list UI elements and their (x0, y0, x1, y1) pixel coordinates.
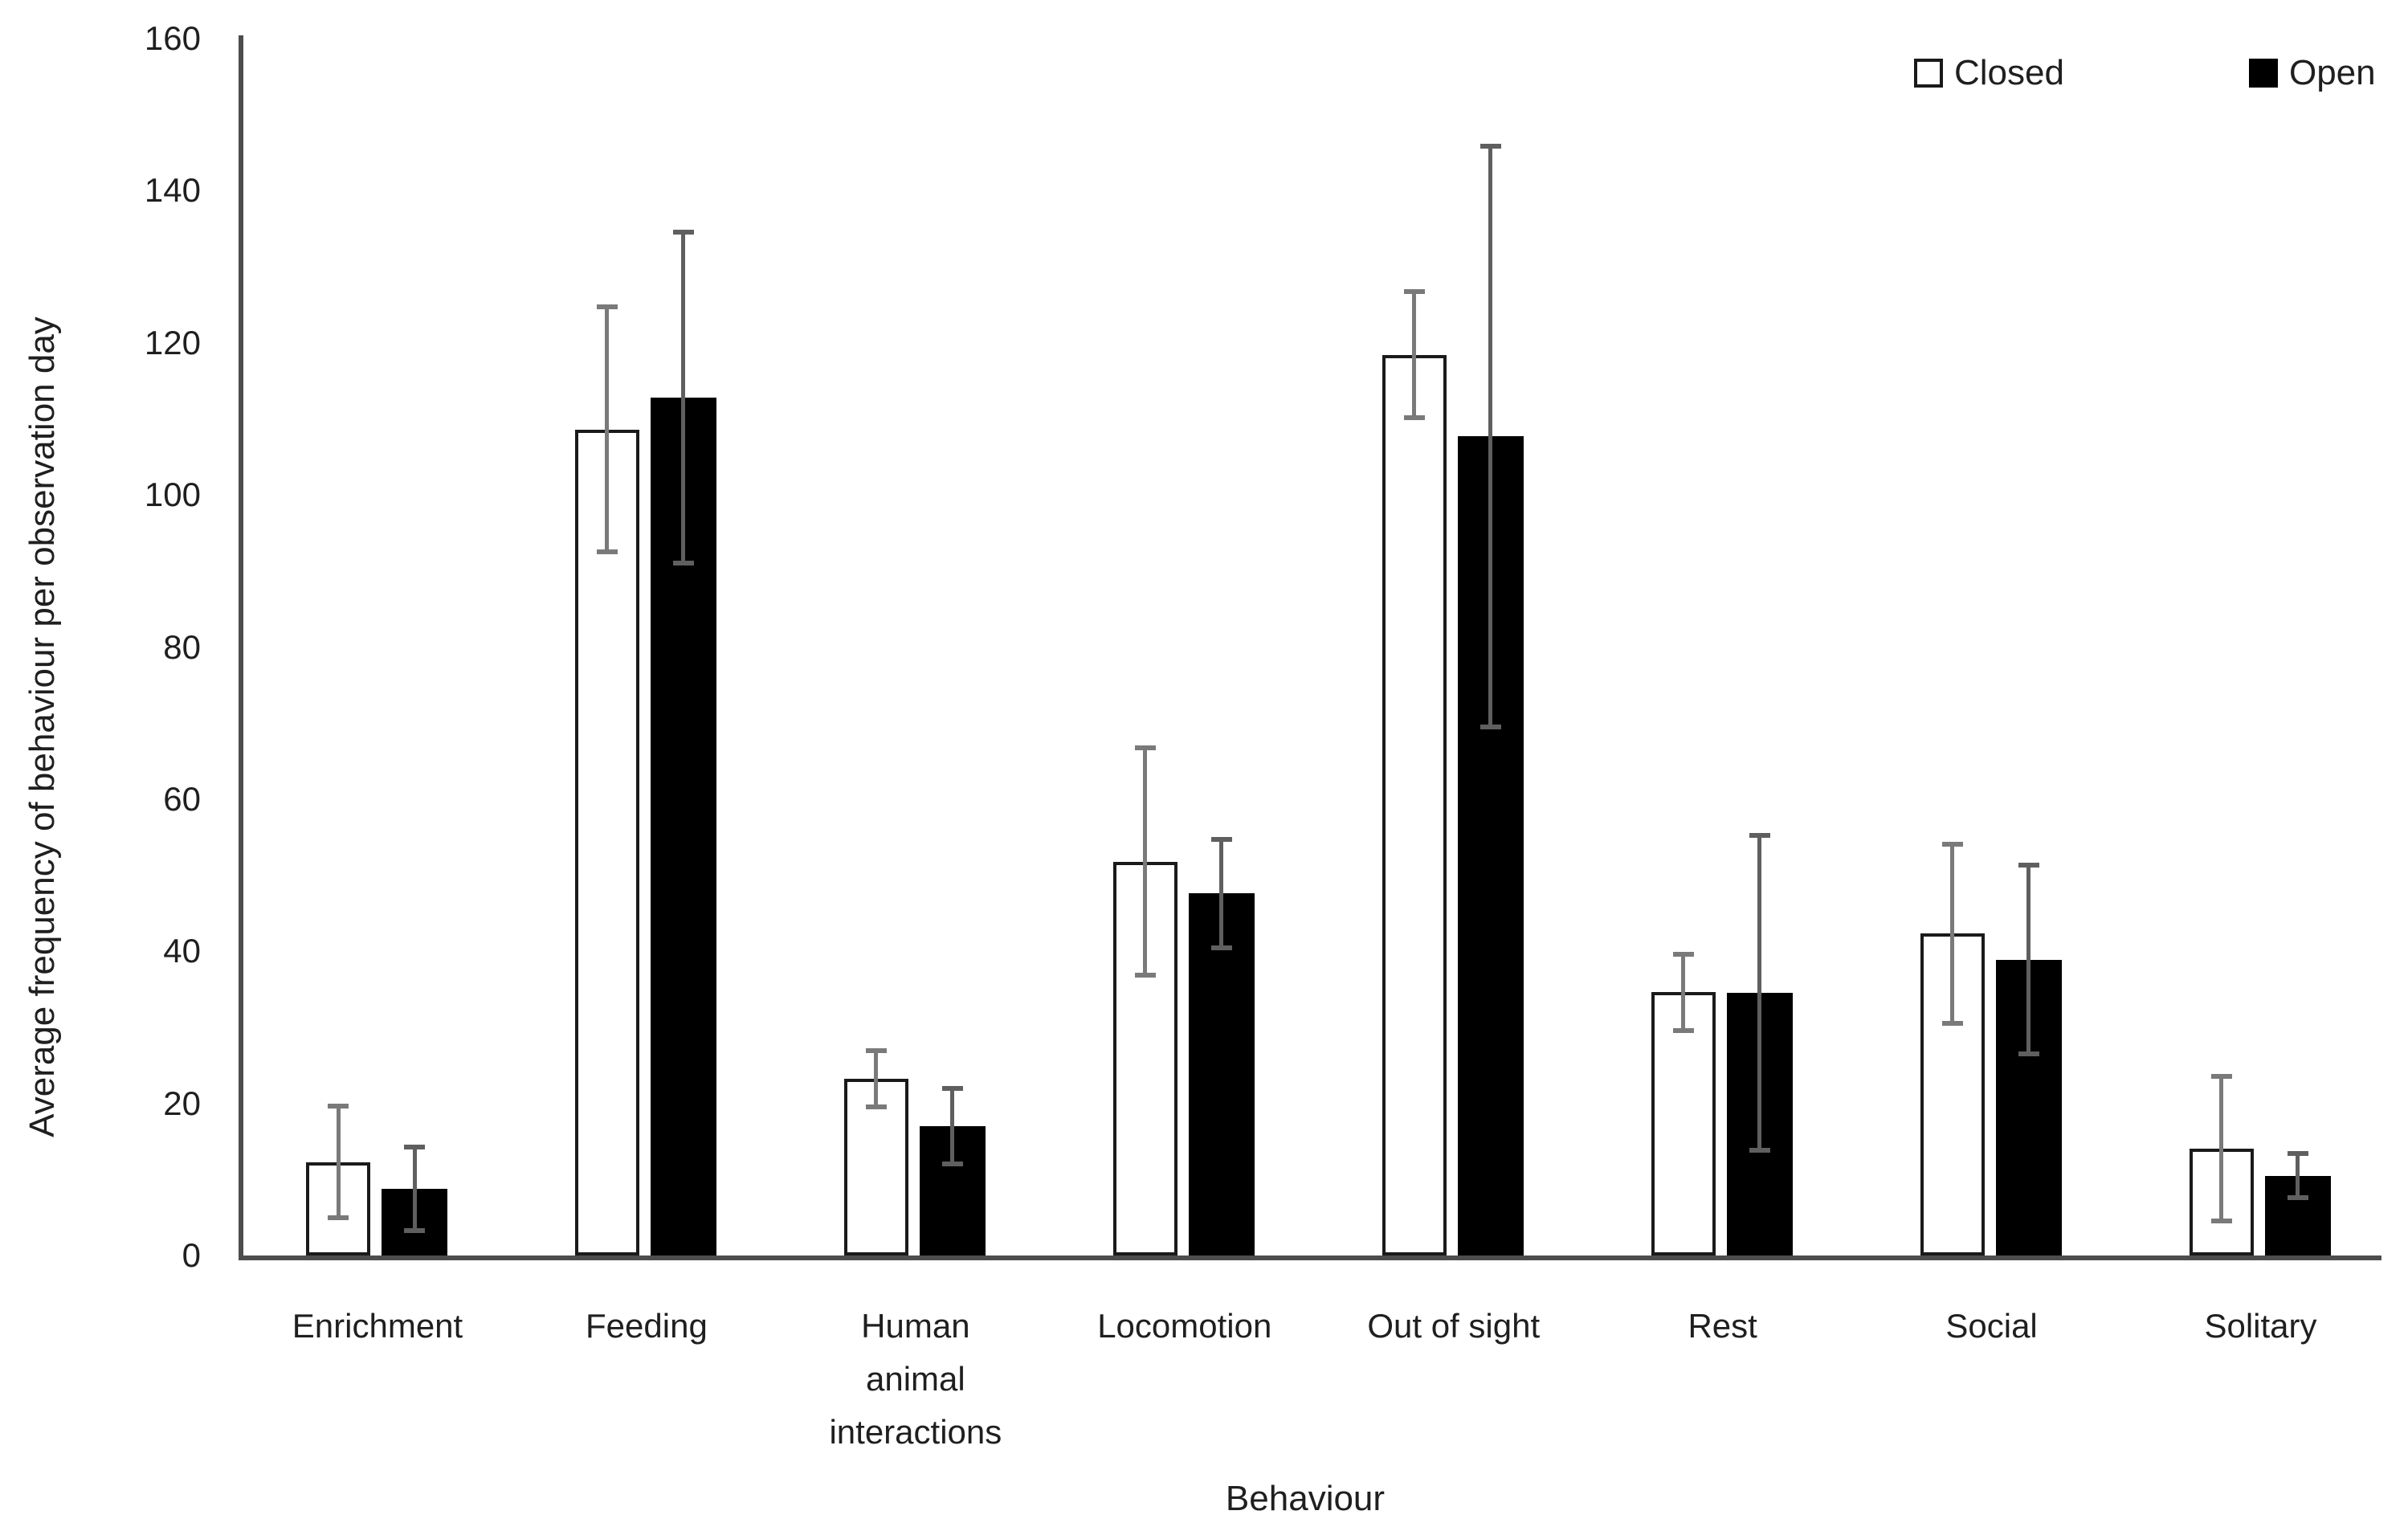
error-bar-closed-social (1950, 843, 1955, 1024)
bar-closed-feeding (574, 429, 639, 1255)
error-bar-closed-human-animal-interactions (874, 1051, 879, 1108)
error-cap-top-open-social (2018, 863, 2039, 868)
xlabel-locomotion: Locomotion (1040, 1300, 1329, 1353)
error-cap-bottom-open-social (2018, 1051, 2039, 1057)
error-cap-bottom-closed-human-animal-interactions (865, 1104, 887, 1110)
error-cap-top-closed-out-of-sight (1403, 289, 1425, 295)
error-cap-top-closed-locomotion (1134, 745, 1156, 751)
error-bar-open-locomotion (1219, 839, 1224, 948)
ytick-160: 160 (144, 19, 201, 57)
y-axis-line (239, 35, 243, 1260)
error-cap-bottom-closed-social (1941, 1021, 1963, 1027)
legend-item-closed: Closed (1914, 53, 2064, 93)
error-bar-closed-out-of-sight (1412, 292, 1417, 418)
xlabel-line: interactions (829, 1413, 1002, 1451)
xlabel-line: Out of sight (1367, 1307, 1541, 1345)
error-cap-bottom-open-feeding (672, 561, 694, 566)
error-cap-top-closed-rest (1672, 952, 1694, 957)
error-cap-bottom-open-rest (1749, 1148, 1770, 1153)
error-cap-top-open-enrichment (404, 1144, 425, 1149)
error-bar-open-rest (1757, 835, 1762, 1151)
ytick-100: 100 (144, 476, 201, 514)
error-cap-bottom-closed-locomotion (1134, 972, 1156, 978)
error-cap-top-open-human-animal-interactions (941, 1085, 963, 1091)
error-bar-closed-solitary (2219, 1076, 2223, 1222)
error-bar-open-out-of-sight (1488, 145, 1493, 727)
error-bar-closed-locomotion (1143, 748, 1148, 975)
legend-label-open: Open (2288, 53, 2376, 92)
error-cap-bottom-closed-rest (1672, 1027, 1694, 1033)
xlabel-line: Rest (1688, 1307, 1757, 1345)
error-cap-bottom-open-out-of-sight (1479, 724, 1501, 729)
legend: Closed Open (1914, 53, 2376, 93)
error-bar-open-enrichment (412, 1146, 417, 1231)
error-cap-top-open-feeding (672, 229, 694, 235)
xlabel-line: Social (1945, 1307, 2038, 1345)
error-cap-top-closed-feeding (596, 304, 618, 310)
error-cap-bottom-open-solitary (2287, 1195, 2308, 1201)
xlabel-line: Solitary (2204, 1307, 2317, 1345)
ytick-40: 40 (163, 932, 201, 970)
xlabel-line: animal (865, 1360, 965, 1398)
error-cap-bottom-closed-solitary (2210, 1219, 2232, 1224)
xlabel-enrichment: Enrichment (233, 1300, 522, 1353)
error-cap-top-closed-solitary (2210, 1074, 2232, 1080)
legend-label-closed: Closed (1954, 53, 2064, 92)
closed-series-swatch-icon (1914, 59, 1943, 88)
error-cap-top-closed-enrichment (328, 1104, 349, 1109)
error-cap-top-closed-social (1941, 841, 1963, 847)
ytick-140: 140 (144, 171, 201, 210)
xlabel-out-of-sight: Out of sight (1309, 1300, 1598, 1353)
error-bar-closed-feeding (605, 307, 610, 553)
error-bar-closed-rest (1681, 954, 1686, 1031)
error-cap-top-open-solitary (2287, 1151, 2308, 1157)
ytick-120: 120 (144, 323, 201, 361)
error-bar-open-solitary (2296, 1153, 2300, 1198)
error-cap-top-open-rest (1749, 833, 1770, 839)
xlabel-solitary: Solitary (2116, 1300, 2406, 1353)
error-cap-top-open-out-of-sight (1479, 143, 1501, 149)
bar-open-locomotion (1188, 893, 1255, 1255)
x-axis-line (239, 1255, 2381, 1260)
error-cap-top-open-locomotion (1210, 837, 1232, 843)
xlabel-line: Enrichment (292, 1307, 463, 1345)
xlabel-social: Social (1847, 1300, 2137, 1353)
xlabel-line: Locomotion (1097, 1307, 1272, 1345)
error-cap-bottom-open-human-animal-interactions (941, 1162, 963, 1167)
xlabel-feeding: Feeding (502, 1300, 791, 1353)
error-cap-top-closed-human-animal-interactions (865, 1048, 887, 1054)
xlabel-line: Human (861, 1307, 970, 1345)
xlabel-rest: Rest (1578, 1300, 1867, 1353)
ytick-60: 60 (163, 779, 201, 818)
error-cap-bottom-closed-feeding (596, 549, 618, 555)
error-cap-bottom-closed-enrichment (328, 1215, 349, 1220)
error-bar-open-social (2026, 865, 2031, 1055)
open-series-swatch-icon (2248, 59, 2278, 88)
error-bar-open-feeding (681, 231, 686, 564)
error-bar-closed-enrichment (336, 1106, 341, 1218)
xlabel-human-animal-interactions: Human animal interactions (771, 1300, 1060, 1459)
legend-item-open: Open (2248, 53, 2376, 93)
bar-closed-out-of-sight (1382, 354, 1447, 1255)
error-cap-bottom-open-locomotion (1210, 945, 1232, 950)
xlabel-line: Feeding (586, 1307, 708, 1345)
ytick-0: 0 (182, 1236, 201, 1274)
error-cap-bottom-closed-out-of-sight (1403, 415, 1425, 421)
ytick-80: 80 (163, 627, 201, 666)
error-cap-bottom-open-enrichment (404, 1227, 425, 1233)
ytick-20: 20 (163, 1084, 201, 1122)
x-axis-title: Behaviour (1225, 1479, 1386, 1518)
y-axis-title: Average frequency of behaviour per obser… (22, 316, 62, 1137)
error-bar-open-human-animal-interactions (950, 1088, 955, 1165)
